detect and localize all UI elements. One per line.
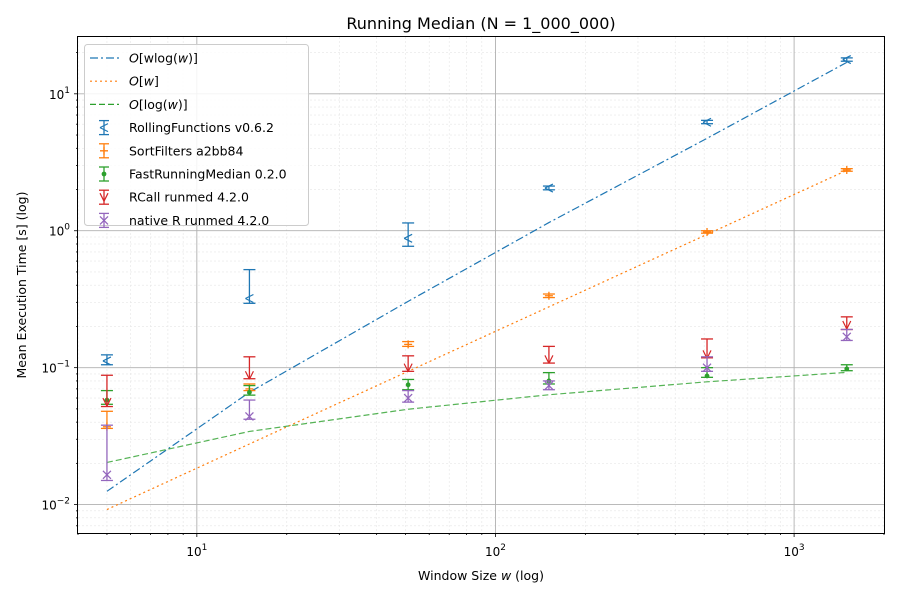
data-point xyxy=(403,233,413,243)
data-point xyxy=(403,363,413,372)
x-axis-label: Window Size w (log) xyxy=(418,568,544,583)
data-point xyxy=(102,397,112,407)
legend-marker-swatch xyxy=(101,171,107,177)
fit-line xyxy=(106,61,848,492)
data-point xyxy=(702,117,712,127)
legend-marker-swatch xyxy=(99,215,109,225)
y-tick-label: 10−2 xyxy=(41,497,70,513)
data-point xyxy=(544,183,554,193)
legend-label: FastRunningMedian 0.2.0 xyxy=(129,167,287,182)
x-tick-labels: 101 102 103 xyxy=(186,543,804,559)
data-point xyxy=(842,332,852,342)
y-tick-label: 100 xyxy=(49,223,70,239)
y-tick-label: 10−1 xyxy=(41,360,70,376)
data-point xyxy=(244,412,254,421)
data-point xyxy=(544,355,554,364)
data-point xyxy=(842,165,851,174)
legend-label: RollingFunctions v0.6.2 xyxy=(129,120,274,135)
fit-line xyxy=(106,371,847,464)
legend-label: SortFilters a2bb84 xyxy=(129,143,244,158)
data-point xyxy=(544,381,554,391)
legend-marker-swatch xyxy=(99,123,109,133)
data-point xyxy=(403,393,413,403)
y-tick-label: 101 xyxy=(49,86,70,102)
data-point xyxy=(702,363,712,373)
y-axis-label: Mean Execution Time [s] (log) xyxy=(14,192,29,379)
data-point xyxy=(247,389,252,395)
y-tick-labels: 10−2 10−1 100 101 xyxy=(41,86,70,513)
data-point xyxy=(844,366,850,372)
minor-grid xyxy=(77,37,885,533)
x-tick-label: 102 xyxy=(485,543,506,559)
series-group xyxy=(100,328,853,482)
data-point xyxy=(842,54,852,65)
legend-label: native R runmed 4.2.0 xyxy=(129,213,269,228)
data-point xyxy=(244,370,254,380)
series-group xyxy=(100,54,853,366)
chart-title: Running Median (N = 1_000_000) xyxy=(346,14,615,34)
legend-marker-swatch xyxy=(99,192,109,202)
data-point xyxy=(544,291,553,300)
fit-lines xyxy=(106,61,848,511)
data-series xyxy=(100,54,853,482)
data-point xyxy=(404,340,413,349)
x-tick-label: 101 xyxy=(186,543,207,559)
series-group xyxy=(100,165,853,431)
legend-box xyxy=(84,44,309,226)
legend: O[wlog(w)] O[w] O[log(w)] RollingFunctions … xyxy=(84,44,309,229)
legend-marker-swatch xyxy=(100,146,108,155)
legend-label: O[log(w)] xyxy=(129,97,188,112)
legend-label: O[w] xyxy=(129,74,159,89)
data-point xyxy=(703,227,712,236)
fit-line xyxy=(106,169,848,511)
data-point xyxy=(405,382,411,388)
x-tick-label: 103 xyxy=(784,543,805,559)
data-point xyxy=(704,373,710,379)
data-point xyxy=(245,293,254,304)
data-point xyxy=(842,320,852,330)
axis-ticks xyxy=(74,52,885,537)
legend-label: RCall runmed 4.2.0 xyxy=(129,190,249,205)
data-point xyxy=(102,356,112,366)
data-point xyxy=(102,470,112,480)
legend-label: O[wlog(w)] xyxy=(129,51,198,66)
